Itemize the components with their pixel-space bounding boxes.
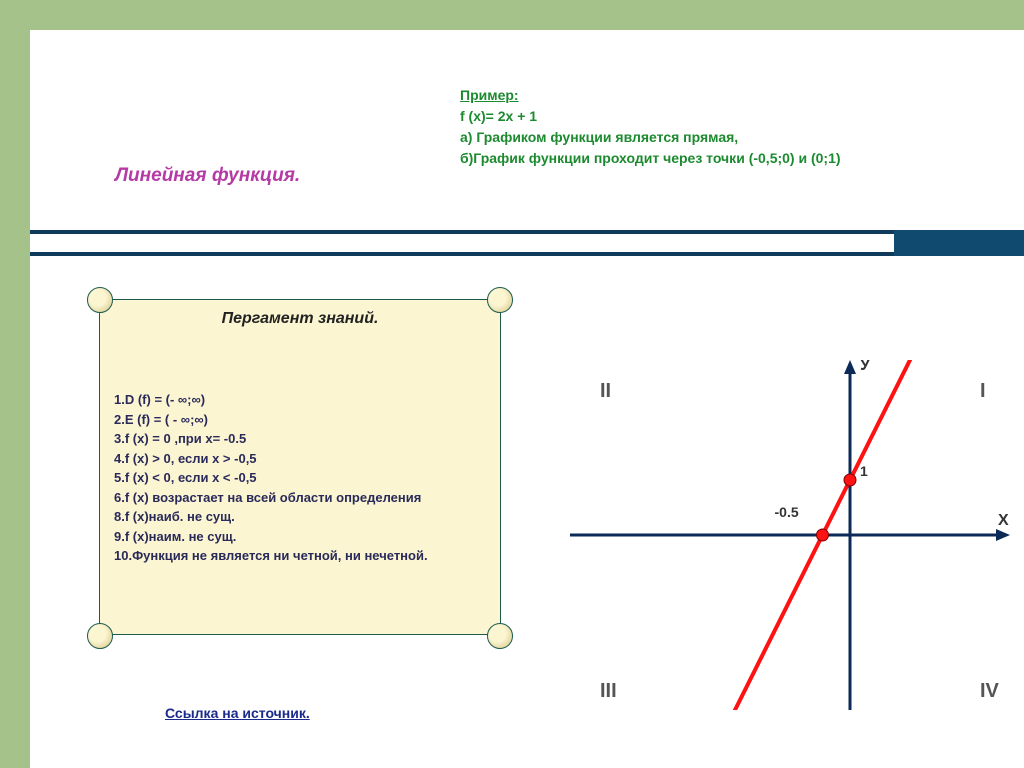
scroll-item: 6.f (x) возрастает на всей области опред… — [114, 488, 428, 508]
title-text: Линейная функция. — [115, 165, 300, 186]
scroll-item: 1.D (f) = (- ∞;∞) — [114, 390, 428, 410]
svg-text:У: У — [860, 360, 871, 374]
quadrant-label-ii: II — [600, 380, 611, 403]
linear-function-chart: 1 -0.5 Х У I II III IV — [570, 360, 1010, 710]
svg-text:1: 1 — [860, 463, 868, 479]
scroll-item: 5.f (x) < 0, если x < -0,5 — [114, 468, 428, 488]
example-heading: Пример: — [460, 85, 841, 106]
example-block: Пример: f (x)= 2x + 1 а) Графиком функци… — [460, 85, 841, 169]
divider-bar — [30, 230, 1024, 256]
scroll-curl-icon — [87, 287, 113, 313]
quadrant-label-i: I — [980, 380, 986, 403]
scroll-item: 8.f (x)наиб. не сущ. — [114, 507, 428, 527]
chart-svg: 1 -0.5 Х У — [570, 360, 1010, 710]
scroll-curl-icon — [87, 623, 113, 649]
scroll-item: 9.f (x)наим. не сущ. — [114, 527, 428, 547]
scroll-title: Пергамент знаний. — [100, 300, 500, 328]
scroll-list: 1.D (f) = (- ∞;∞) 2.E (f) = ( - ∞;∞) 3.f… — [114, 390, 428, 566]
scroll-item: 2.E (f) = ( - ∞;∞) — [114, 410, 428, 430]
source-link[interactable]: Ссылка на источник. — [165, 705, 310, 721]
example-line: f (x)= 2x + 1 — [460, 106, 841, 127]
scroll-item: 10.Функция не является ни четной, ни неч… — [114, 546, 428, 566]
scroll-body: Пергамент знаний. 1.D (f) = (- ∞;∞) 2.E … — [99, 299, 501, 635]
knowledge-scroll: Пергамент знаний. 1.D (f) = (- ∞;∞) 2.E … — [85, 285, 515, 655]
page-title: Линейная функция. — [115, 165, 300, 187]
example-line: а) Графиком функции является прямая, — [460, 127, 841, 148]
scroll-item: 3.f (x) = 0 ,при x= -0.5 — [114, 429, 428, 449]
scroll-curl-icon — [487, 287, 513, 313]
quadrant-label-iv: IV — [980, 680, 999, 703]
svg-text:Х: Х — [998, 512, 1009, 529]
quadrant-label-iii: III — [600, 680, 617, 703]
scroll-item: 4.f (x) > 0, если x > -0,5 — [114, 449, 428, 469]
scroll-curl-icon — [487, 623, 513, 649]
slide-page: Линейная функция. Пример: f (x)= 2x + 1 … — [30, 30, 1024, 768]
svg-text:-0.5: -0.5 — [775, 504, 799, 520]
example-line: б)График функции проходит через точки (-… — [460, 148, 841, 169]
